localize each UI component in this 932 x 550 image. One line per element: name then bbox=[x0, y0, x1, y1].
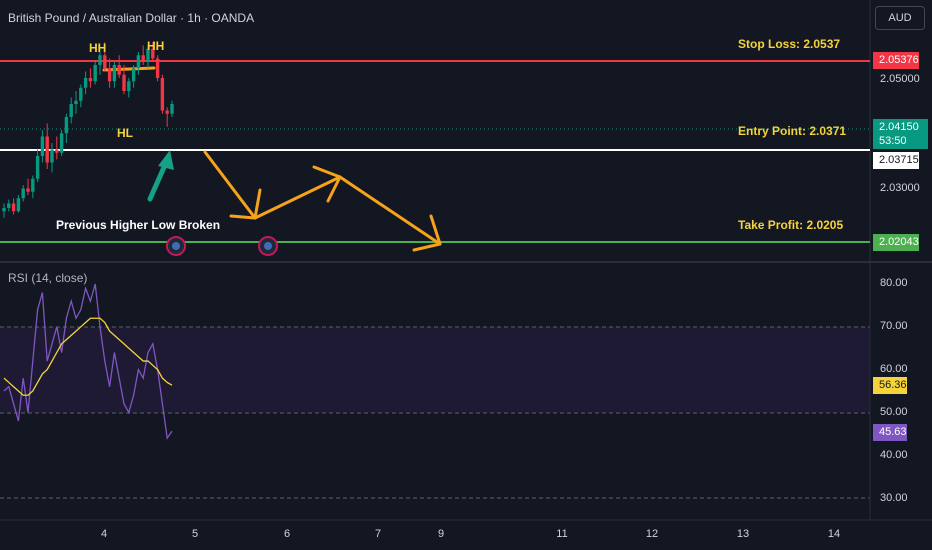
candle-body bbox=[2, 208, 6, 212]
hl-label[interactable]: HL bbox=[117, 126, 133, 140]
candle-body bbox=[40, 136, 45, 156]
candle-body bbox=[74, 100, 78, 104]
candle-body bbox=[31, 178, 35, 192]
time-label: 14 bbox=[827, 528, 841, 540]
currency-button[interactable]: AUD bbox=[875, 6, 925, 30]
entry-price-tag: 2.03715 bbox=[873, 152, 919, 169]
bar-countdown: 53:50 bbox=[879, 135, 907, 147]
candle-body bbox=[55, 149, 59, 153]
rsi-tick: 60.00 bbox=[880, 363, 908, 375]
candle-body bbox=[103, 55, 107, 69]
candle-body bbox=[98, 55, 102, 65]
candle-body bbox=[26, 188, 30, 192]
time-label: 6 bbox=[283, 528, 291, 540]
candle-body bbox=[16, 198, 21, 212]
candle-body bbox=[45, 136, 49, 163]
candle-body bbox=[93, 65, 97, 82]
last-price-value: 2.04150 bbox=[879, 121, 919, 133]
rsi-value-tag: 45.63 bbox=[873, 424, 907, 441]
candle-body bbox=[141, 55, 145, 62]
rsi-title[interactable]: RSI (14, close) bbox=[8, 271, 88, 285]
candle-body bbox=[21, 188, 25, 199]
broken-label[interactable]: Previous Higher Low Broken bbox=[56, 218, 221, 232]
candle-body bbox=[107, 68, 112, 82]
last-price-tag: 2.04150 53:50 bbox=[873, 119, 928, 149]
candle-body bbox=[64, 117, 69, 134]
rsi-tick: 30.00 bbox=[880, 492, 908, 504]
time-label: 9 bbox=[437, 528, 445, 540]
take-profit-label[interactable]: Take Profit: 2.0205 bbox=[738, 218, 844, 232]
candle-body bbox=[112, 65, 117, 82]
hh-label-right[interactable]: HH bbox=[147, 39, 165, 53]
candle-body bbox=[7, 203, 11, 208]
hh-trendline[interactable] bbox=[102, 66, 156, 72]
rsi-tick: 50.00 bbox=[880, 406, 908, 418]
rsi-ma-line bbox=[3, 317, 173, 396]
candle-body bbox=[151, 48, 155, 59]
candle-body bbox=[59, 133, 64, 153]
candle-body bbox=[11, 203, 16, 212]
candle-body bbox=[160, 78, 165, 111]
time-label: 7 bbox=[374, 528, 382, 540]
candles-group bbox=[2, 42, 174, 218]
time-label: 4 bbox=[100, 528, 108, 540]
candle-body bbox=[155, 58, 160, 78]
time-label: 5 bbox=[191, 528, 199, 540]
candle-body bbox=[165, 110, 169, 114]
rsi-band bbox=[0, 327, 870, 413]
candle-body bbox=[127, 81, 131, 91]
rsi-tick: 80.00 bbox=[880, 277, 908, 289]
price-tick: 2.03000 bbox=[880, 182, 920, 194]
candle-body bbox=[79, 87, 83, 101]
stop-loss-price-tag: 2.05376 bbox=[873, 52, 919, 69]
candle-body bbox=[122, 74, 126, 91]
price-tick: 2.05000 bbox=[880, 73, 920, 85]
rsi-group bbox=[3, 283, 173, 440]
candle-body bbox=[83, 78, 88, 88]
hh-label-left[interactable]: HH bbox=[89, 41, 107, 55]
candle-body bbox=[146, 48, 150, 62]
stop-loss-label[interactable]: Stop Loss: 2.0537 bbox=[738, 37, 841, 51]
candle-body bbox=[69, 104, 73, 117]
candle-body bbox=[35, 156, 40, 179]
teal-arrow[interactable] bbox=[147, 150, 174, 202]
rsi-tick: 70.00 bbox=[880, 320, 908, 332]
economic-event-icon[interactable] bbox=[166, 236, 186, 256]
take-profit-price-tag: 2.02043 bbox=[873, 234, 919, 251]
candle-body bbox=[170, 104, 174, 114]
orange-projection[interactable] bbox=[203, 150, 442, 252]
candle-body bbox=[136, 55, 141, 69]
time-label: 12 bbox=[645, 528, 659, 540]
candle-body bbox=[50, 149, 54, 163]
rsi-ma-tag: 56.36 bbox=[873, 377, 907, 394]
candle-body bbox=[117, 65, 121, 75]
economic-event-icon[interactable] bbox=[258, 236, 278, 256]
time-label: 13 bbox=[736, 528, 750, 540]
rsi-line bbox=[3, 283, 173, 440]
rsi-tick: 40.00 bbox=[880, 449, 908, 461]
entry-label[interactable]: Entry Point: 2.0371 bbox=[738, 124, 847, 138]
symbol-title[interactable]: British Pound / Australian Dollar · 1h ·… bbox=[8, 11, 255, 25]
time-label: 11 bbox=[556, 528, 568, 540]
candle-body bbox=[88, 78, 93, 82]
candle-body bbox=[131, 68, 136, 82]
